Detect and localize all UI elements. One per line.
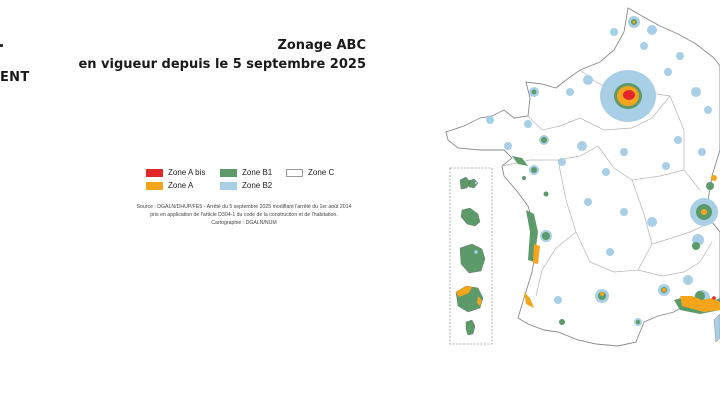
a-basque-coast <box>524 292 534 308</box>
overseas-mayotte <box>465 319 476 336</box>
a-geneve-area <box>711 175 717 181</box>
overseas-guadeloupe <box>459 176 479 190</box>
legend-label-zone-c: Zone C <box>308 168 335 177</box>
a-lille <box>632 20 636 24</box>
a-bis-nice <box>712 296 716 300</box>
legend-item-zone-a-bis: Zone A bis <box>146 168 205 177</box>
a-cote-azur <box>680 296 720 312</box>
b2-arras <box>610 28 618 36</box>
source-note: Source : DGALN/DHUP/FE5 - Arrêté du 5 se… <box>110 203 378 227</box>
b2-reims <box>664 68 672 76</box>
b1-rennes <box>541 137 547 143</box>
a-arcachon <box>533 244 540 264</box>
b1-caen <box>531 89 537 95</box>
overseas-reunion-zone-a-2 <box>477 296 482 306</box>
logo-fragment-dot <box>0 44 3 47</box>
source-line2: pris en application de l'article D304-1 … <box>150 212 338 218</box>
legend-swatch-zone-a-bis <box>146 168 163 177</box>
boundary-auvergne <box>651 221 713 245</box>
boundary-normandie <box>527 115 581 131</box>
legend-swatch-zone-b2 <box>220 181 237 190</box>
legend-swatch-zone-a <box>146 181 163 190</box>
b2-tours <box>602 168 610 176</box>
source-line3: Cartographie : DGALN/NUM <box>211 220 277 226</box>
b1-bordeaux <box>542 232 550 240</box>
mainland-france <box>445 7 720 347</box>
legend-item-zone-c: Zone C <box>286 168 334 177</box>
legend-item-zone-a: Zone A <box>146 181 193 190</box>
a-bis-paris <box>623 90 635 100</box>
b2-metz <box>691 87 701 97</box>
legend-label-zone-b2: Zone B2 <box>242 181 273 190</box>
b2-clermont <box>647 217 657 227</box>
a-montpellier <box>662 288 666 292</box>
map-title-line2: en vigueur depuis le 5 septembre 2025 <box>78 57 366 72</box>
legend-item-zone-b2: Zone B2 <box>220 181 272 190</box>
b2-nancy <box>704 106 712 114</box>
b1-vendee-coast <box>512 156 528 166</box>
overseas-guyane <box>459 243 486 274</box>
b2-brest <box>486 116 494 124</box>
map-title: Zonage ABC en vigueur depuis le 5 septem… <box>78 36 366 74</box>
b2-rouen <box>583 75 593 85</box>
b2-avignon <box>683 275 693 285</box>
boundary-ile-de-france-ring <box>579 95 671 131</box>
b1-grenoble <box>692 242 700 250</box>
b1-la-rochelle <box>543 191 549 197</box>
boundary-grand-est <box>669 95 701 191</box>
legend-swatch-zone-c <box>286 168 303 177</box>
france-zoning-map <box>445 7 720 347</box>
b2-le-mans <box>577 141 587 151</box>
b2-troyes <box>674 136 682 144</box>
boundary-nouvelle-aquitaine <box>557 159 653 273</box>
boundary-sud-ouest <box>535 231 577 297</box>
overseas-inset <box>449 167 493 345</box>
overseas-martinique <box>460 207 481 227</box>
legend-label-zone-b1: Zone B1 <box>242 168 273 177</box>
b1-perpignan <box>636 320 640 324</box>
boundary-occitanie <box>637 241 713 277</box>
legend-label-zone-a-bis: Zone A bis <box>168 168 206 177</box>
b2-charleville <box>676 52 684 60</box>
overseas-inset-frame <box>449 167 493 345</box>
legend-swatch-zone-b1 <box>220 168 237 177</box>
b1-saint-nazaire <box>522 176 526 180</box>
ministry-logo-fragment: ENT <box>0 70 30 85</box>
a-toulouse <box>600 292 604 296</box>
b2-poitiers <box>584 198 592 206</box>
b2-dijon <box>662 162 670 170</box>
b2-limoges <box>620 208 628 216</box>
b2-perigueux <box>606 248 614 256</box>
b1-pays-basque <box>559 319 565 325</box>
b2-caen-east <box>566 88 574 96</box>
b2-angers <box>558 158 566 166</box>
overseas-reunion-zone-a <box>456 286 472 297</box>
overseas-guyane-b2 <box>474 250 478 254</box>
b2-besancon <box>698 148 706 156</box>
b1-annecy <box>706 182 714 190</box>
b2-pau <box>554 296 562 304</box>
b2-valenciennes <box>647 25 657 35</box>
b2-amiens <box>640 42 648 50</box>
zone-a-bis-areas <box>623 90 716 300</box>
corsica-edge <box>713 313 720 343</box>
b2-orleans <box>620 148 628 156</box>
b2-lorient <box>504 142 512 150</box>
legend-label-zone-a: Zone A <box>168 181 194 190</box>
legend-item-zone-b1: Zone B1 <box>220 168 272 177</box>
b2-saint-malo <box>524 120 532 128</box>
overseas-guadeloupe-b2 <box>474 181 478 185</box>
source-line1: Source : DGALN/DHUP/FE5 - Arrêté du 5 se… <box>136 204 352 210</box>
map-title-line1: Zonage ABC <box>277 38 366 53</box>
a-lyon <box>701 209 707 215</box>
b1-nantes <box>531 167 537 173</box>
